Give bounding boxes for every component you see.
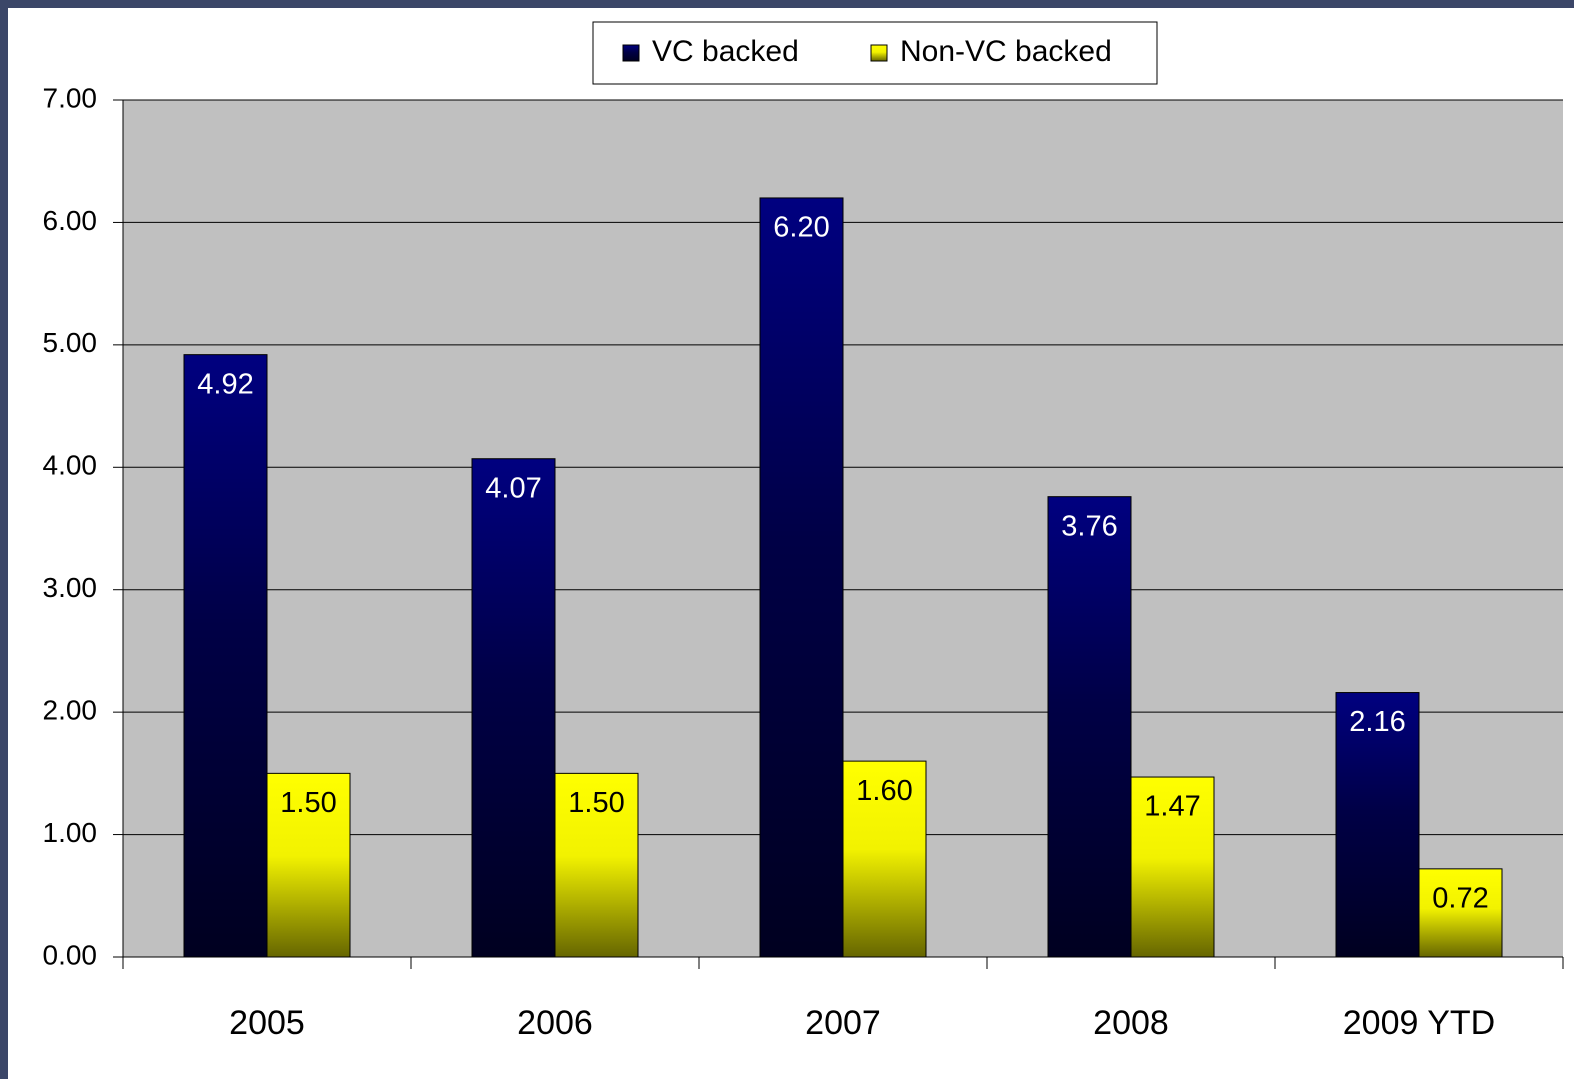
y-tick-label: 0.00 — [43, 939, 98, 970]
y-tick-label: 1.00 — [43, 817, 98, 848]
data-label: 1.50 — [568, 787, 624, 819]
bar — [183, 354, 268, 958]
data-label: 3.76 — [1061, 510, 1117, 542]
data-label: 2.16 — [1349, 706, 1405, 738]
y-tick-label: 5.00 — [43, 327, 98, 358]
bar — [1047, 496, 1132, 958]
legend-swatch — [870, 44, 888, 62]
x-tick-label: 2005 — [229, 1004, 305, 1042]
legend: VC backed Non-VC backed — [592, 21, 1158, 85]
y-tick-label: 4.00 — [43, 450, 98, 481]
data-label: 4.92 — [197, 368, 253, 400]
y-tick-label: 3.00 — [43, 572, 98, 603]
legend-label: Non-VC backed — [900, 35, 1112, 68]
x-tick-label: 2007 — [805, 1004, 881, 1042]
bar — [554, 772, 639, 958]
legend-label: VC backed — [652, 35, 799, 68]
bar — [1335, 692, 1420, 958]
data-label: 4.07 — [485, 472, 541, 504]
data-label: 0.72 — [1432, 883, 1488, 915]
bar — [1418, 868, 1503, 958]
bar — [471, 458, 556, 958]
bar — [759, 197, 844, 958]
data-label: 1.60 — [856, 775, 912, 807]
legend-swatch — [622, 44, 640, 62]
data-label: 6.20 — [773, 212, 829, 244]
data-label: 1.50 — [280, 787, 336, 819]
bar — [842, 760, 927, 958]
x-tick-label: 2008 — [1093, 1004, 1169, 1042]
bar — [266, 772, 351, 958]
y-tick-label: 6.00 — [43, 205, 98, 236]
data-label: 1.47 — [1144, 791, 1200, 823]
bar — [1130, 776, 1215, 958]
x-tick-label: 2006 — [517, 1004, 593, 1042]
x-tick-label: 2009 YTD — [1343, 1004, 1495, 1042]
y-tick-label: 7.00 — [43, 82, 98, 113]
y-tick-label: 2.00 — [43, 695, 98, 726]
